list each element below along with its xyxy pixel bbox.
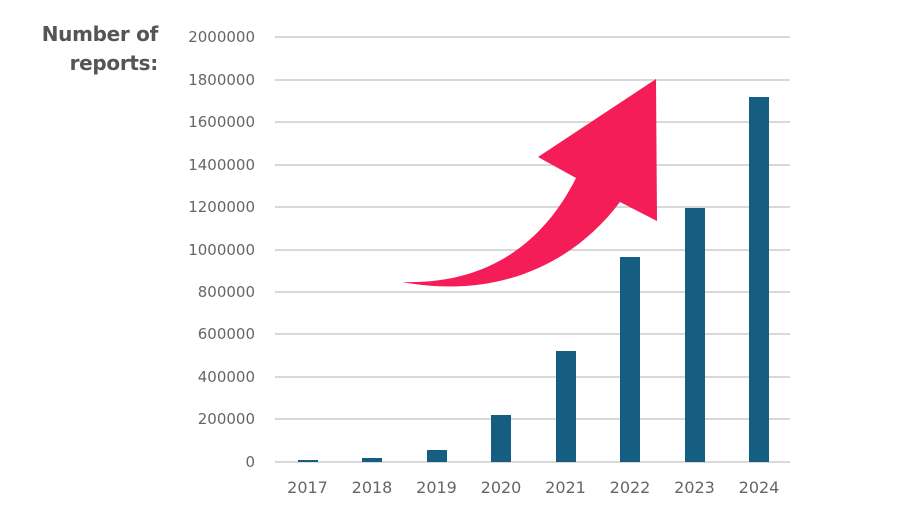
x-tick-label: 2019 [416,478,457,497]
x-tick-label: 2024 [738,478,780,497]
gridline [275,290,790,293]
gridline [275,121,790,124]
gridline [275,375,790,378]
y-axis-title-line-2: reports: [69,51,159,75]
bar-2024 [749,97,769,462]
y-tick-label: 1400000 [188,155,255,174]
gridline [275,333,790,336]
gridline [275,248,790,251]
y-tick-label: 600000 [197,325,255,344]
y-tick-label: 400000 [197,367,255,386]
y-axis-title-line-1: Number of [41,22,159,46]
bar-2019 [426,450,447,462]
bar-2023 [684,208,705,462]
gridline [275,36,790,39]
y-axis-title: Number of reports: [41,20,159,78]
gridline [275,418,790,421]
x-tick-label: 2017 [287,478,328,497]
y-tick-label: 800000 [197,282,255,301]
bar-2022 [620,257,640,462]
x-tick-label: 2023 [674,478,715,497]
y-tick-label: 200000 [197,410,255,429]
bar-2020 [491,414,511,462]
y-tick-label: 1200000 [188,198,255,217]
y-tick-label: 1800000 [188,70,255,89]
y-tick-label: 1000000 [188,240,255,259]
bar-2018 [362,458,382,462]
x-tick-label: 2021 [545,478,586,497]
gridline [275,163,790,166]
y-tick-label: 2000000 [188,28,255,47]
x-tick-label: 2020 [480,478,522,497]
y-tick-label: 0 [245,452,255,471]
y-tick-label: 1600000 [188,113,255,132]
gridline [275,206,790,209]
gridline [275,78,790,81]
x-tick-label: 2018 [351,478,393,497]
bar-2021 [555,350,576,462]
gridline [275,460,790,463]
x-tick-label: 2022 [609,478,651,497]
bar-2017 [297,460,318,462]
